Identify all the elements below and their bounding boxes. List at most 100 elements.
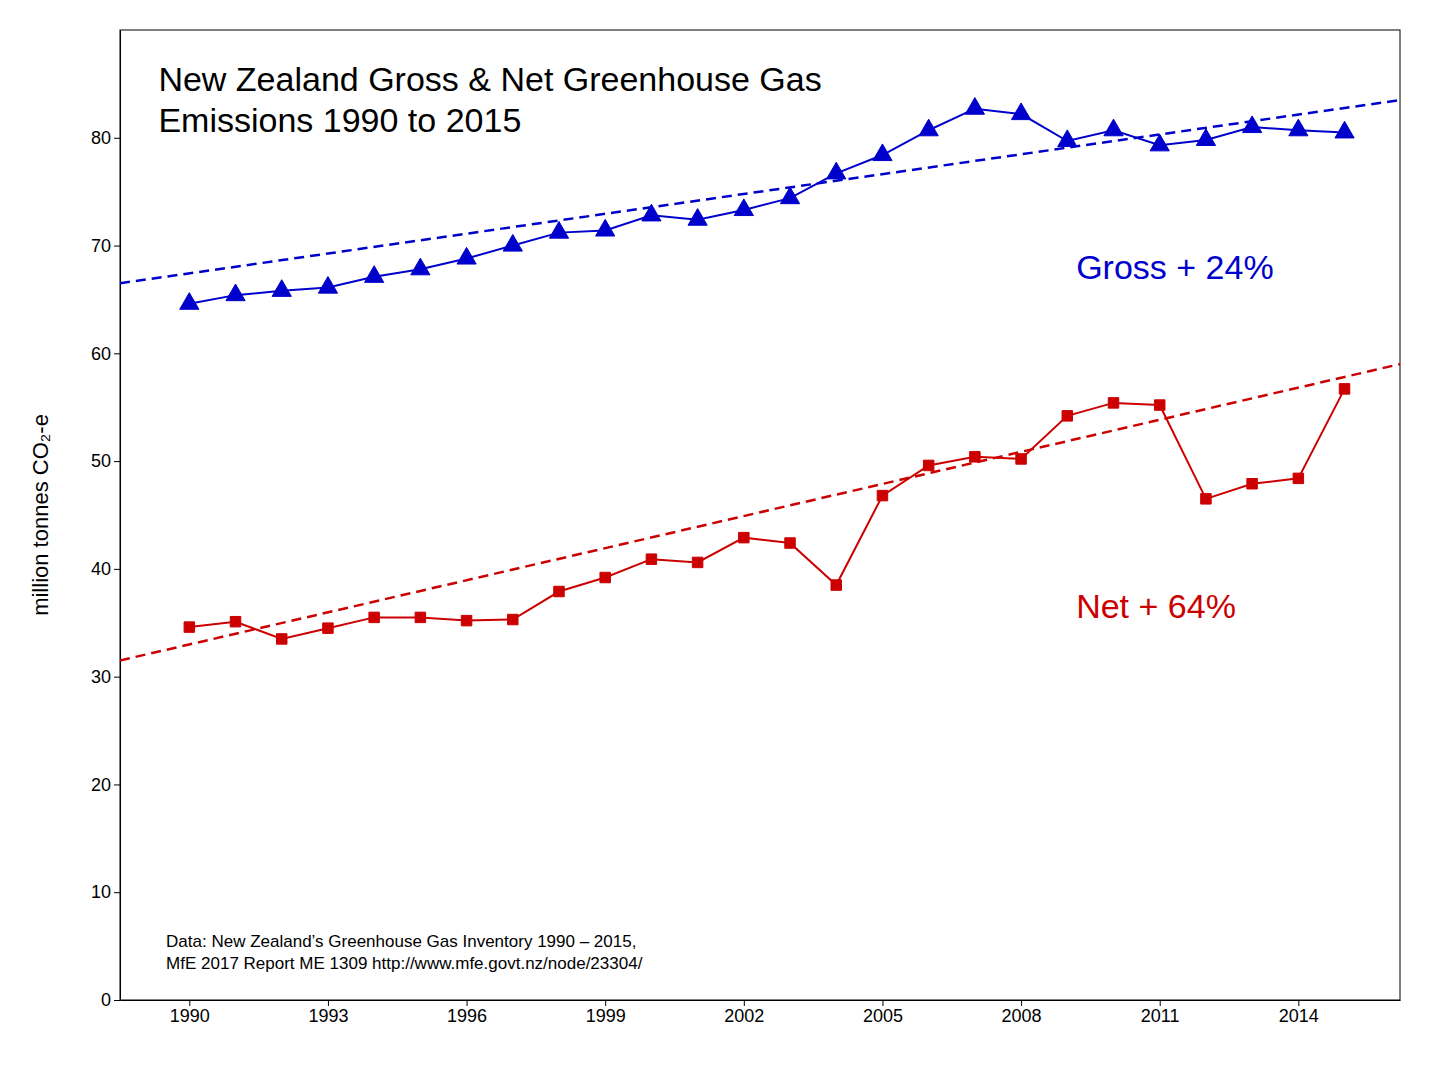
- y-axis-tick: 50: [91, 451, 120, 471]
- point-marker: [276, 634, 286, 644]
- y-axis-tick-label: 10: [91, 882, 111, 902]
- y-axis-tick: 70: [91, 236, 120, 256]
- x-axis-tick-label: 1999: [586, 1006, 626, 1026]
- point-marker: [415, 612, 425, 622]
- x-axis-line: [121, 1000, 1401, 1001]
- point-marker: [461, 615, 471, 625]
- y-axis-tick: 30: [91, 667, 120, 687]
- point-marker: [1339, 384, 1349, 394]
- point-marker: [323, 623, 333, 633]
- point-marker: [1108, 398, 1118, 408]
- annotation-line: Gross + 24%: [1076, 248, 1273, 286]
- point-marker: [596, 219, 615, 236]
- chart-title-line: New Zealand Gross & Net Greenhouse Gas: [158, 60, 821, 98]
- point-marker: [1011, 103, 1030, 120]
- x-axis: 1990 1993 1996 1999 2002 2005 2008 2011 2014: [121, 1000, 1401, 1026]
- y-axis-tick-mark: [114, 246, 120, 247]
- point-marker: [1247, 479, 1257, 489]
- point-marker: [600, 572, 610, 582]
- point-marker: [318, 276, 337, 293]
- x-axis-tick: 2014: [1279, 1000, 1319, 1026]
- y-axis-tick-mark: [114, 892, 120, 893]
- point-marker: [272, 280, 291, 297]
- series-line: [189, 389, 1344, 639]
- point-marker: [1289, 119, 1308, 136]
- x-axis-tick: 2005: [863, 1000, 903, 1026]
- plot-area: [120, 98, 1400, 661]
- y-axis-tick: 60: [91, 344, 120, 364]
- point-marker: [457, 247, 476, 264]
- x-axis-tick-label: 1990: [170, 1006, 210, 1026]
- y-axis-tick-mark: [114, 353, 120, 354]
- x-axis-tick: 2002: [724, 1000, 764, 1026]
- point-marker: [688, 209, 707, 226]
- y-axis-tick-label: 30: [91, 667, 111, 687]
- chart-title-line: Emissions 1990 to 2015: [158, 101, 521, 139]
- point-marker: [873, 144, 892, 161]
- x-axis-tick: 1990: [170, 1000, 210, 1026]
- annotation-line: Net + 64%: [1076, 587, 1236, 625]
- point-marker: [739, 532, 749, 542]
- y-axis-tick-mark: [114, 138, 120, 139]
- point-marker: [780, 187, 799, 204]
- point-marker: [831, 580, 841, 590]
- y-axis-tick-label: 0: [101, 990, 111, 1010]
- point-marker: [411, 258, 430, 275]
- x-axis-tick: 2008: [1002, 1000, 1042, 1026]
- point-marker: [1196, 129, 1215, 146]
- y-axis-tick-label: 70: [91, 236, 111, 256]
- x-axis-tick-label: 2002: [724, 1006, 764, 1026]
- y-axis-tick-mark: [114, 1000, 120, 1001]
- point-marker: [923, 460, 933, 470]
- point-marker: [180, 293, 199, 310]
- point-marker: [1293, 473, 1303, 483]
- x-axis-tick-label: 1993: [308, 1006, 348, 1026]
- point-marker: [827, 162, 846, 179]
- point-marker: [184, 622, 194, 632]
- point-marker: [919, 119, 938, 136]
- point-marker: [226, 284, 245, 301]
- point-marker: [369, 612, 379, 622]
- point-marker: [734, 199, 753, 216]
- point-marker: [785, 538, 795, 548]
- annotation-line: Data: New Zealand’s Greenhouse Gas Inven…: [166, 932, 636, 951]
- y-axis-tick: 40: [91, 559, 120, 579]
- y-axis-tick: 0: [101, 990, 120, 1010]
- point-marker: [692, 557, 702, 567]
- point-marker: [230, 616, 240, 626]
- point-marker: [365, 266, 384, 283]
- trend-line: [120, 364, 1400, 660]
- y-axis-line: [120, 31, 121, 1001]
- chart-svg: 1990 1993 1996 1999 2002 2005 2008 2011 2014 0 10 2…: [0, 0, 1440, 1080]
- point-marker: [646, 554, 656, 564]
- y-axis-label: million tonnes CO₂-e: [28, 414, 53, 616]
- y-axis-tick: 20: [91, 775, 120, 795]
- x-axis-tick: 1993: [308, 1000, 348, 1026]
- x-axis-tick: 1996: [447, 1000, 487, 1026]
- chart-title: New Zealand Gross & Net Greenhouse GasEm…: [158, 60, 821, 139]
- point-marker: [1335, 121, 1354, 138]
- x-axis-tick-label: 2011: [1141, 1006, 1180, 1026]
- source-note: Data: New Zealand’s Greenhouse Gas Inven…: [166, 932, 643, 972]
- series-annotation: Net + 64%: [1076, 587, 1236, 625]
- y-axis-tick-label: 20: [91, 775, 111, 795]
- chart-container: 1990 1993 1996 1999 2002 2005 2008 2011 2014 0 10 2…: [0, 0, 1440, 1080]
- annotation-line: MfE 2017 Report ME 1309 http://www.mfe.g…: [166, 954, 643, 973]
- point-marker: [1201, 494, 1211, 504]
- point-marker: [1062, 411, 1072, 421]
- y-axis-tick-mark: [114, 461, 120, 462]
- point-marker: [1150, 134, 1169, 151]
- point-marker: [503, 234, 522, 251]
- point-marker: [549, 222, 568, 239]
- y-axis-tick: 80: [91, 128, 120, 148]
- x-axis-tick-label: 1996: [447, 1006, 487, 1026]
- point-marker: [1243, 116, 1262, 133]
- plot-frame: [120, 30, 1400, 1000]
- point-marker: [1104, 119, 1123, 136]
- point-marker: [1058, 130, 1077, 147]
- y-axis-tick-label: 60: [91, 344, 111, 364]
- y-axis: 0 10 20 30 40 50 60 70 80: [91, 31, 121, 1011]
- point-marker: [1154, 400, 1164, 410]
- point-marker: [1016, 454, 1026, 464]
- y-axis-tick-mark: [114, 677, 120, 678]
